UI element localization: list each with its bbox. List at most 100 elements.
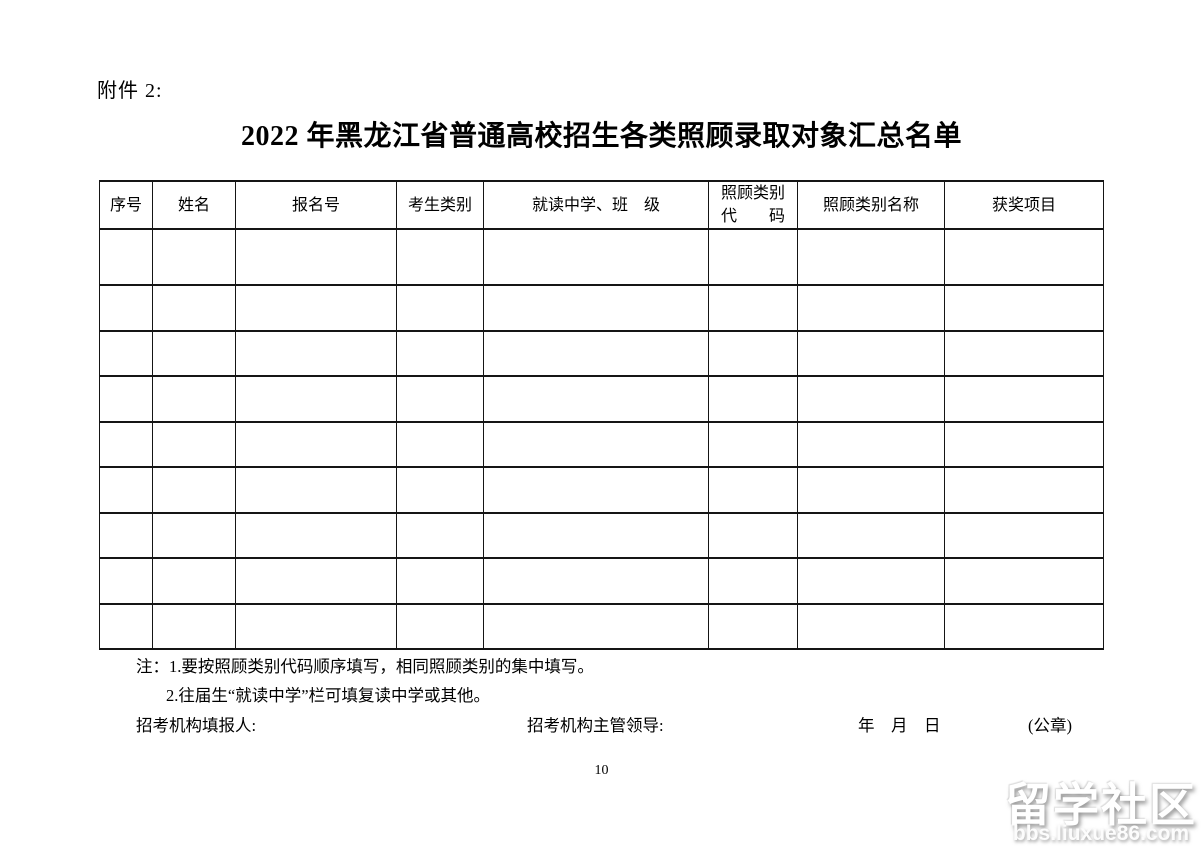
table-cell (797, 466, 945, 514)
table-cell (483, 557, 709, 605)
table-cell (235, 466, 397, 514)
table-cell (708, 228, 798, 287)
signature-seal-label: (公章) (1028, 716, 1072, 735)
table-cell (708, 420, 798, 469)
summary-form-table: 序号 姓名 报名号 考生类别 就读中学、班 级 照顾类别 代 码 照顾类别名称 … (99, 179, 1104, 651)
watermark-site-name: 留学社区 (1005, 779, 1197, 831)
table-cell (483, 375, 709, 423)
table-cell (99, 375, 153, 423)
table-cell (152, 511, 236, 560)
table-cell (944, 511, 1104, 560)
table-cell (483, 329, 709, 378)
watermark: 留学社区 bbs.liuxue86.com (1005, 782, 1197, 846)
table-cell (483, 228, 709, 287)
table-cell (235, 602, 397, 651)
table-row (99, 466, 1104, 514)
signature-date-label: 年 月 日 (858, 716, 941, 735)
table-cell (797, 228, 945, 287)
table-cell (235, 329, 397, 378)
table-cell (797, 557, 945, 605)
note-line-2: 2.往届生“就读中学”栏可填复读中学或其他。 (166, 686, 491, 705)
table-cell (396, 329, 484, 378)
table-cell (152, 284, 236, 332)
table-cell (708, 557, 798, 605)
col-header-school-class: 就读中学、班 级 (483, 179, 709, 231)
table-cell (152, 228, 236, 287)
table-cell (944, 420, 1104, 469)
table-cell (944, 466, 1104, 514)
table-cell (396, 228, 484, 287)
page-number: 10 (594, 763, 609, 778)
table-cell (396, 602, 484, 651)
table-cell (235, 557, 397, 605)
table-cell (99, 228, 153, 287)
table-row (99, 375, 1104, 423)
table-cell (235, 511, 397, 560)
note-line-1: 注：1.要按照顾类别代码顺序填写，相同照顾类别的集中填写。 (136, 657, 594, 676)
table-cell (99, 557, 153, 605)
table-cell (708, 375, 798, 423)
table-cell (708, 602, 798, 651)
table-cell (944, 602, 1104, 651)
table-cell (944, 375, 1104, 423)
table-header: 序号 姓名 报名号 考生类别 就读中学、班 级 照顾类别 代 码 照顾类别名称 … (99, 179, 1104, 231)
table-cell (944, 228, 1104, 287)
table-cell (483, 466, 709, 514)
table-header-row: 序号 姓名 报名号 考生类别 就读中学、班 级 照顾类别 代 码 照顾类别名称 … (99, 179, 1104, 231)
table-cell (708, 511, 798, 560)
table-cell (483, 511, 709, 560)
table-cell (99, 420, 153, 469)
table-row (99, 284, 1104, 332)
table-cell (152, 329, 236, 378)
table-cell (99, 602, 153, 651)
table-cell (797, 420, 945, 469)
table-cell (396, 511, 484, 560)
table-cell (99, 511, 153, 560)
table-cell (152, 375, 236, 423)
table-cell (797, 284, 945, 332)
table-cell (99, 284, 153, 332)
col-header-preference-name: 照顾类别名称 (797, 179, 945, 231)
signature-supervisor-label: 招考机构主管领导: (527, 716, 664, 735)
table-row (99, 557, 1104, 605)
table-cell (152, 557, 236, 605)
table-row (99, 228, 1104, 287)
table-cell (944, 329, 1104, 378)
table-cell (99, 329, 153, 378)
attachment-label: 附件 2: (97, 80, 163, 102)
table-cell (152, 602, 236, 651)
table-row (99, 511, 1104, 560)
table-cell (396, 557, 484, 605)
col-header-serial: 序号 (99, 179, 153, 231)
table-cell (152, 466, 236, 514)
table-cell (797, 602, 945, 651)
col-header-preference-code: 照顾类别 代 码 (708, 179, 798, 231)
col-header-candidate-category: 考生类别 (396, 179, 484, 231)
table-cell (235, 228, 397, 287)
table-cell (396, 284, 484, 332)
page-title: 2022 年黑龙江省普通高校招生各类照顾录取对象汇总名单 (240, 121, 962, 152)
table-cell (235, 420, 397, 469)
table-body (99, 228, 1104, 651)
table-cell (797, 375, 945, 423)
signature-filler-label: 招考机构填报人: (136, 716, 257, 735)
table-cell (708, 329, 798, 378)
table-cell (152, 420, 236, 469)
watermark-site-url: bbs.liuxue86.com (1012, 822, 1190, 845)
table-cell (483, 602, 709, 651)
table-row (99, 329, 1104, 378)
table-cell (396, 466, 484, 514)
table-cell (708, 466, 798, 514)
table-cell (797, 329, 945, 378)
table-cell (483, 420, 709, 469)
table-cell (944, 557, 1104, 605)
table-cell (396, 375, 484, 423)
table-row (99, 420, 1104, 469)
table-cell (396, 420, 484, 469)
table-cell (99, 466, 153, 514)
table-cell (708, 284, 798, 332)
table-cell (235, 284, 397, 332)
col-header-award-item: 获奖项目 (944, 179, 1104, 231)
table-cell (483, 284, 709, 332)
